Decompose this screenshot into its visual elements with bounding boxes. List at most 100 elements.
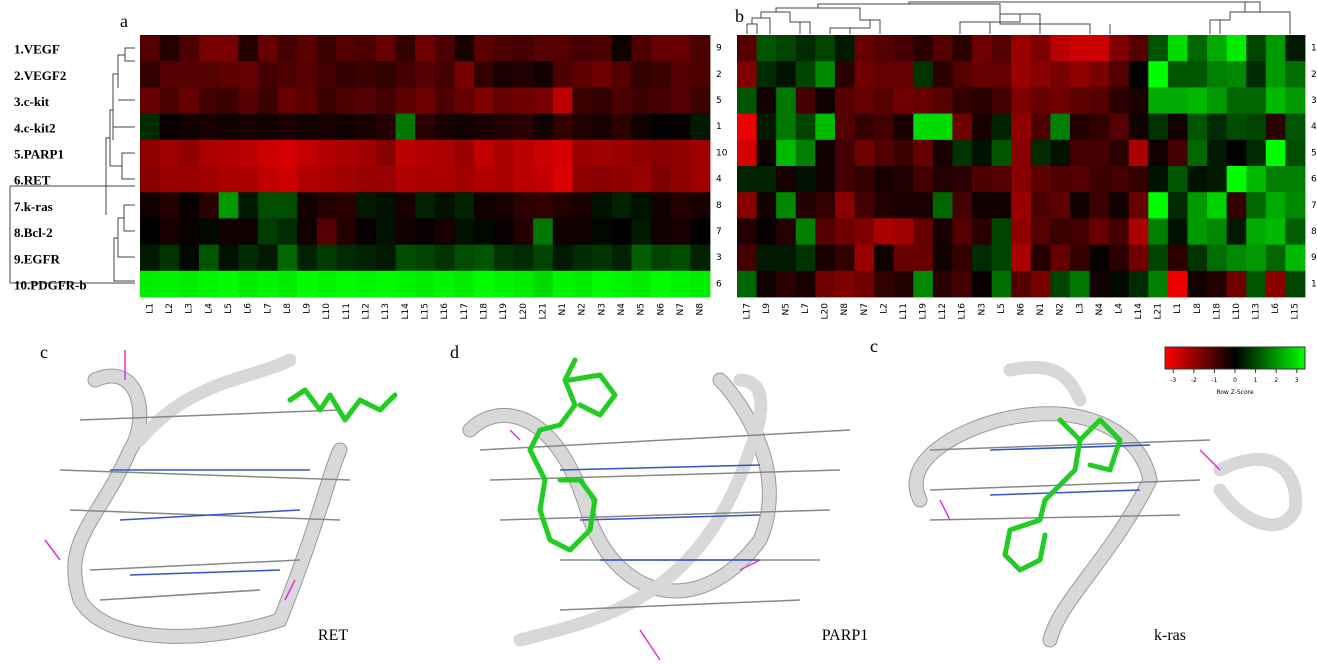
column-label: L21 (1154, 303, 1164, 319)
heatmap-cell (375, 61, 396, 88)
heatmap-cell (1226, 35, 1247, 62)
heatmap-cell (1207, 139, 1228, 167)
heatmap-cell (1167, 113, 1188, 141)
heatmap-cell (874, 270, 895, 298)
heatmap-cell (533, 192, 554, 219)
heatmap-cell (1148, 61, 1169, 88)
heatmap-cell (1030, 218, 1051, 245)
heatmap-cell (454, 139, 475, 167)
heatmap-cell (533, 139, 554, 167)
row-label: 3.c-kit (14, 94, 50, 109)
heatmap-cell (1089, 218, 1110, 245)
heatmap-cell (1167, 61, 1188, 88)
heatmap-cell (198, 270, 220, 298)
heatmap-cell (795, 61, 816, 88)
heatmap-cell (592, 113, 613, 141)
heatmap-cell (795, 87, 816, 114)
heatmap-cell (395, 113, 416, 141)
heatmap-cell (1246, 166, 1267, 193)
heatmap-cell (670, 192, 691, 219)
column-label: N6 (1017, 303, 1027, 316)
heatmap-cell (415, 270, 436, 298)
heatmap-cell (434, 244, 455, 272)
heatmap-cell (179, 192, 200, 219)
heatmap-cell (474, 218, 495, 245)
heatmap-cell (854, 166, 875, 193)
heatmap-cell (1167, 166, 1188, 193)
heatmap-cell (513, 218, 534, 245)
structure-parp1 (462, 357, 851, 661)
heatmap-cell (1265, 61, 1286, 88)
heatmap-cell (952, 113, 973, 141)
heatmap-cell (1069, 61, 1090, 88)
heatmap-cell (795, 166, 816, 193)
heatmap-cell (1128, 139, 1149, 167)
row-index-label: 1 (716, 122, 722, 132)
heatmap-cell (297, 192, 318, 219)
column-label: L3 (185, 303, 195, 314)
heatmap-cell (1148, 218, 1169, 245)
heatmap-cell (356, 139, 377, 167)
heatmap-cell (375, 166, 396, 193)
heatmap-cell (592, 139, 613, 167)
heatmap-cell (159, 113, 180, 141)
heatmap-cell (1187, 166, 1208, 193)
heatmap-cell (1148, 87, 1169, 114)
heatmap-cell (1050, 139, 1071, 167)
heatmap-cell (690, 270, 711, 298)
heatmap-cell (1128, 270, 1149, 298)
heatmap-cell (690, 139, 711, 167)
heatmap-cell (415, 35, 436, 62)
heatmap-cell (913, 35, 934, 62)
panel-letter: d (450, 342, 459, 362)
heatmap-cell (1226, 61, 1247, 88)
heatmap-cell (513, 87, 534, 114)
heatmap-cell (316, 61, 337, 88)
heatmap-cell (952, 270, 973, 298)
heatmap-cell (140, 270, 161, 298)
heatmap-cell (815, 192, 836, 219)
heatmap-cell (454, 192, 475, 219)
heatmap-cell (356, 35, 377, 62)
heatmap-cell (198, 35, 220, 62)
heatmap-cell (179, 87, 200, 114)
heatmap-cell (631, 139, 652, 167)
heatmap-cell (277, 166, 298, 193)
heatmap-cell (454, 113, 475, 141)
heatmap-cell (776, 244, 797, 272)
heatmap-cell (670, 113, 691, 141)
heatmap-cell (1109, 166, 1130, 193)
heatmap-cell (395, 35, 416, 62)
column-label: L16 (440, 303, 450, 320)
heatmap-cell (179, 244, 200, 272)
heatmap-cell (815, 139, 836, 167)
heatmap-cell (756, 61, 777, 88)
row-index-label: 4 (716, 175, 722, 185)
column-label: N2 (578, 303, 588, 315)
heatmap-cell (1050, 270, 1071, 298)
heatmap-cell (336, 192, 357, 219)
heatmap-cell (277, 87, 298, 114)
heatmap-cell (1207, 87, 1228, 114)
heatmap-cell (991, 139, 1012, 167)
heatmap-cell (972, 218, 993, 245)
heatmap-cell (493, 192, 514, 219)
heatmap-cell (1030, 166, 1051, 193)
row-index-label: 5 (1311, 148, 1317, 158)
heatmap-cell (592, 35, 613, 62)
heatmap-cell (572, 35, 593, 62)
heatmap-cell (1011, 192, 1032, 219)
heatmap-cell (572, 87, 593, 114)
heatmap-cell (1050, 87, 1071, 114)
heatmap-cell (893, 244, 914, 272)
heatmap-cell (356, 61, 377, 88)
heatmap-cell (395, 61, 416, 88)
heatmap-cell (795, 35, 816, 62)
heatmap-cell (913, 270, 934, 298)
heatmap-cell (756, 244, 777, 272)
heatmap-cell (1128, 192, 1149, 219)
heatmap-cell (375, 270, 396, 298)
heatmap-cell (552, 166, 573, 193)
heatmap-cell (1109, 218, 1130, 245)
heatmap-cell (631, 61, 652, 88)
